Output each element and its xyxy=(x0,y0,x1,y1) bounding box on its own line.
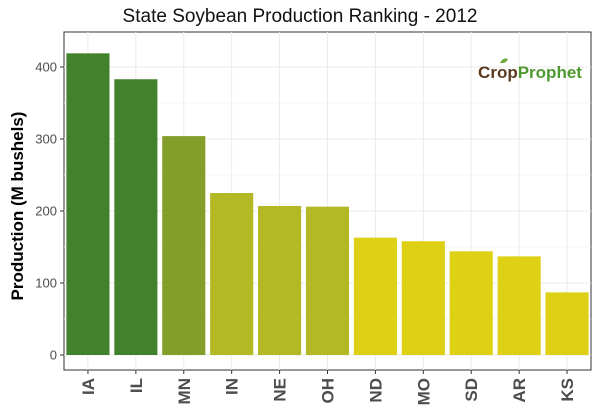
x-tick-label-oh: OH xyxy=(319,378,338,404)
bar-mo xyxy=(401,241,445,355)
bar-mn xyxy=(162,136,206,355)
leaf-icon xyxy=(500,58,508,64)
x-tick-label-mo: MO xyxy=(414,378,433,405)
chart-title: State Soybean Production Ranking - 2012 xyxy=(122,6,478,27)
logo-text-prophet: Prophet xyxy=(518,63,583,82)
bar-ks xyxy=(545,292,589,355)
x-tick-label-mn: MN xyxy=(175,378,194,404)
y-tick-label: 100 xyxy=(35,276,57,291)
x-tick-label-sd: SD xyxy=(462,378,481,402)
bar-ne xyxy=(258,205,302,355)
logo-text-crop: Crop xyxy=(478,63,518,82)
x-tick-label-ks: KS xyxy=(558,378,577,402)
svg-text:CropProphet: CropProphet xyxy=(478,63,582,82)
bar-il xyxy=(114,79,158,356)
x-tick-label-ne: NE xyxy=(271,378,290,402)
x-tick-label-nd: ND xyxy=(366,378,385,403)
bars-layer xyxy=(66,53,589,356)
x-tick-label-ar: AR xyxy=(510,378,529,403)
y-axis-ticks: 0 100 200 300 400 xyxy=(35,60,64,363)
y-axis-label: Production (M bushels) xyxy=(8,112,27,301)
x-tick-label-in: IN xyxy=(223,378,242,395)
x-axis-ticks: IA IL MN IN NE OH ND MO SD AR KS xyxy=(79,370,577,405)
bar-ia xyxy=(66,53,110,355)
y-tick-label: 200 xyxy=(35,204,57,219)
y-tick-label: 400 xyxy=(35,60,57,75)
bar-ar xyxy=(497,256,541,355)
x-tick-label-il: IL xyxy=(127,378,146,393)
bar-in xyxy=(210,193,254,355)
y-tick-label: 0 xyxy=(50,348,57,363)
x-tick-label-ia: IA xyxy=(79,378,98,395)
y-tick-label: 300 xyxy=(35,132,57,147)
bar-sd xyxy=(449,251,493,355)
bar-oh xyxy=(305,206,350,355)
cropprophet-logo: CropProphet xyxy=(478,58,582,82)
bar-nd xyxy=(353,237,397,355)
